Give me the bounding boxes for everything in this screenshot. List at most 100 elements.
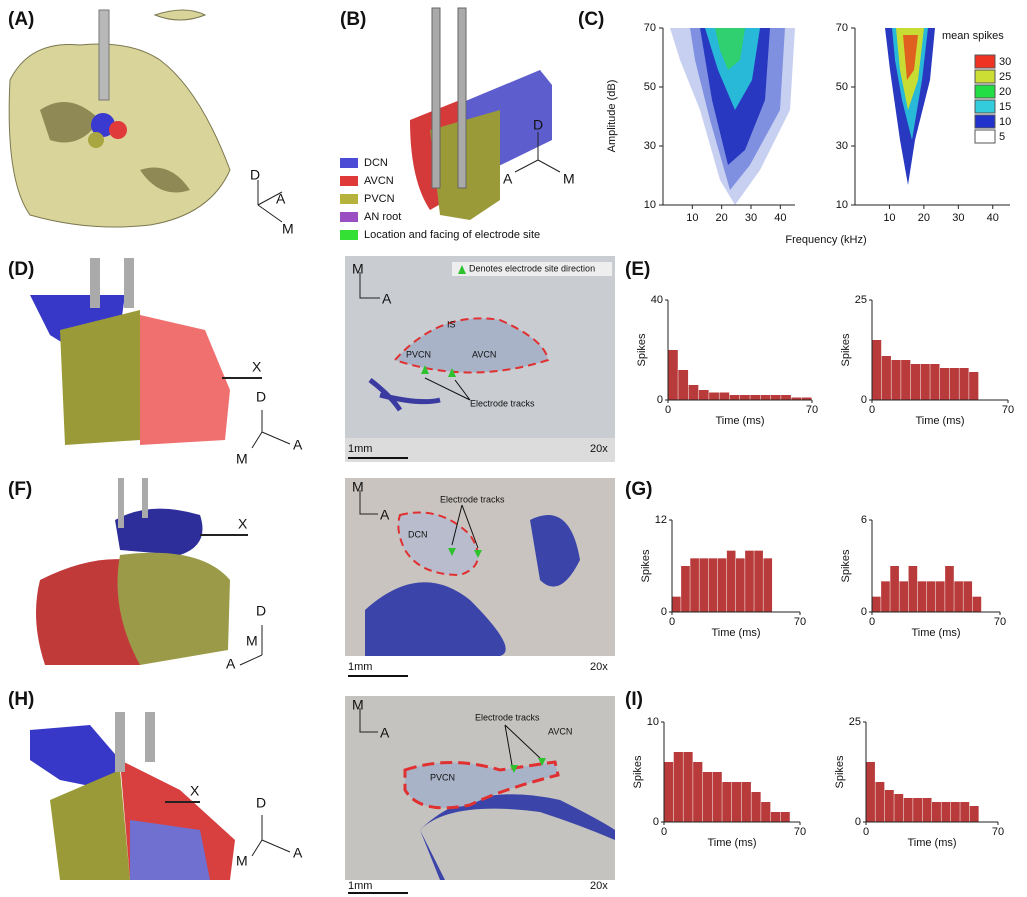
panel-label: (H) (8, 689, 34, 710)
x-tick-label: 70 (992, 826, 1004, 838)
y-tick-label: 70 (644, 22, 656, 34)
x-tick-label: 70 (806, 404, 818, 416)
x-tick-label: 10 (883, 212, 895, 224)
micrograph-h: M A Electrode tracks AVCN PVCN 1mm 20x (345, 696, 615, 894)
bar (922, 798, 932, 822)
bar (751, 792, 761, 822)
colorbar-swatch (974, 54, 996, 69)
skull-fragment (153, 9, 207, 21)
colorbar-swatch (974, 69, 996, 84)
outline (393, 317, 550, 374)
x-tick-label: 10 (686, 212, 698, 224)
panel-c: (C) Amplitude (dB) Frequency (kHz) mean … (578, 9, 1011, 246)
orient-m: M (352, 697, 364, 713)
x-tick-label: 20 (716, 212, 728, 224)
tracks-label: Electrode tracks (440, 494, 505, 504)
x-axis-label: Frequency (kHz) (785, 234, 866, 246)
colorbar-label: 25 (999, 71, 1011, 83)
x-tick-label: 0 (869, 616, 875, 628)
track-pointer (424, 377, 471, 401)
legend-label: AVCN (364, 175, 394, 187)
region-label: AVCN (548, 726, 572, 736)
panel-f: (F) X D M A (8, 478, 266, 672)
orientation-arrows (359, 272, 380, 299)
y-axis-label: Spikes (840, 333, 852, 367)
electrode (142, 478, 148, 518)
y-tick-label: 30 (836, 140, 848, 152)
bar (920, 364, 930, 400)
legend: DCN AVCN PVCN AN root Location and facing of… (340, 157, 540, 241)
axis-a: A (226, 656, 236, 672)
y-axis-label: Amplitude (dB) (606, 80, 618, 153)
colorbar-label: 30 (999, 56, 1011, 68)
orientation-arrows (239, 625, 263, 666)
magnification: 20x (590, 880, 608, 892)
scale-label: 1mm (348, 880, 372, 892)
orientation-arrows (359, 708, 378, 733)
x-tick-label: 70 (1002, 404, 1014, 416)
electrode (431, 7, 441, 189)
y-axis-label: Spikes (636, 333, 648, 367)
section-label: X (252, 359, 262, 375)
axis-d: D (256, 795, 266, 811)
pvcn-render (50, 770, 130, 880)
avcn-region (109, 121, 127, 139)
bar (801, 397, 812, 400)
y-axis-label: Spikes (632, 755, 644, 789)
x-tick-label: 0 (661, 826, 667, 838)
contour-1 (670, 28, 795, 205)
bar (954, 581, 963, 612)
bar (741, 782, 751, 822)
pvcn-render (117, 552, 230, 665)
bar (881, 581, 890, 612)
colorbar-swatch (974, 129, 996, 144)
histogram: 0 40 0 70 Time (ms) Spikes (636, 294, 818, 427)
pvcn-region (88, 132, 104, 148)
region-label: PVCN (430, 772, 455, 782)
electrode (98, 9, 110, 101)
legend-swatch (340, 176, 358, 186)
axis-a: A (293, 437, 303, 453)
bar (936, 581, 945, 612)
legend-label: Location and facing of electrode site (364, 229, 540, 241)
bar (894, 794, 904, 822)
x-tick-label: 0 (665, 404, 671, 416)
legend-swatch (340, 212, 358, 222)
x-axis-label: Time (ms) (911, 627, 960, 639)
bar (698, 390, 709, 400)
bar (881, 356, 891, 400)
bar (726, 550, 736, 612)
micrograph-d: M A Denotes electrode site direction IS … (345, 256, 615, 462)
bar (770, 395, 781, 400)
tissue (368, 378, 441, 412)
contour-2 (885, 28, 935, 185)
orient-m: M (352, 261, 364, 277)
tissue (365, 515, 580, 656)
bar (959, 368, 969, 400)
x-axis-label: Time (ms) (711, 627, 760, 639)
note-box (452, 262, 612, 276)
bar (760, 395, 771, 400)
bar (926, 581, 936, 612)
bar (780, 812, 790, 822)
colorbar-label: 10 (999, 116, 1011, 128)
outline (397, 511, 479, 577)
bar (688, 385, 699, 400)
x-tick-label: 0 (863, 826, 869, 838)
bar (693, 762, 703, 822)
axis-m: M (246, 633, 258, 649)
region-label: DCN (408, 529, 428, 539)
bar (891, 360, 901, 400)
magnification: 20x (590, 661, 608, 673)
bar (678, 370, 689, 400)
region-label: IS (447, 319, 456, 329)
y-tick-label: 30 (644, 140, 656, 152)
colorbar-label: 20 (999, 86, 1011, 98)
bar (668, 350, 678, 400)
orient-a: A (380, 725, 390, 741)
panel-label: (G) (625, 479, 652, 500)
x-tick-label: 20 (918, 212, 930, 224)
y-tick-label: 50 (644, 81, 656, 93)
y-axis-label: Spikes (840, 549, 852, 583)
